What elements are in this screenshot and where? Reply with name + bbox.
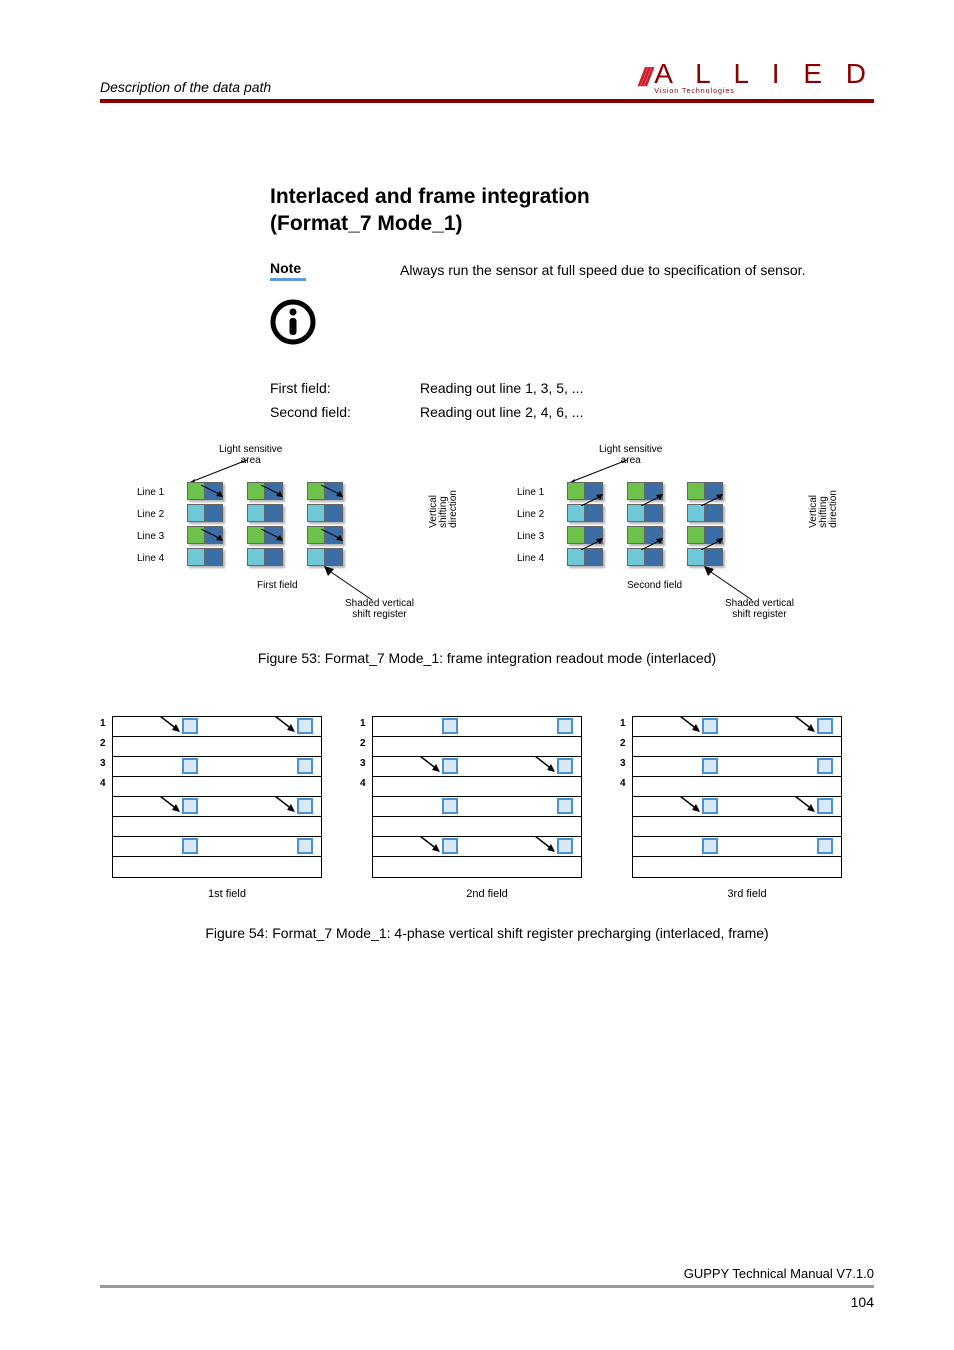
row-num-1: 1 xyxy=(360,718,366,729)
line-3-label: Line 3 xyxy=(517,526,544,548)
note-underline xyxy=(270,278,306,281)
fig54-field-2: 1 2 3 4 2nd field xyxy=(372,716,602,900)
header-rule xyxy=(100,99,874,103)
row-num-3: 3 xyxy=(620,758,626,769)
logo-main: A L L I E D xyxy=(654,60,874,88)
line-2-label: Line 2 xyxy=(517,504,544,526)
note-label: Note xyxy=(270,260,400,276)
row-num-4: 4 xyxy=(360,778,366,789)
logo: /// A L L I E D Vision Technologies xyxy=(639,60,874,95)
figure-53-caption: Figure 53: Format_7 Mode_1: frame integr… xyxy=(100,650,874,666)
second-field-value: Reading out line 2, 4, 6, ... xyxy=(420,404,583,420)
fig54-field-3: 1 2 3 4 3rd field xyxy=(632,716,862,900)
line-2-label: Line 2 xyxy=(137,504,164,526)
row-num-3: 3 xyxy=(360,758,366,769)
row-num-3: 3 xyxy=(100,758,106,769)
note-block: Note Always run the sensor at full speed… xyxy=(270,260,874,350)
lsa-pointer-icon xyxy=(187,458,267,482)
vsd-label-2: Verticalshiftingdirection xyxy=(809,490,839,528)
logo-slash-icon: /// xyxy=(639,62,649,93)
page-header: Description of the data path /// A L L I… xyxy=(100,60,874,95)
arrow-icon xyxy=(795,796,819,816)
footer-rule xyxy=(100,1285,874,1288)
line-labels: Line 1 Line 2 Line 3 Line 4 xyxy=(137,482,164,570)
header-title: Description of the data path xyxy=(100,79,271,95)
row-num-1: 1 xyxy=(620,718,626,729)
arrow-icon xyxy=(420,836,444,856)
section-title: Interlaced and frame integration (Format… xyxy=(270,183,874,238)
row-num-2: 2 xyxy=(100,738,106,749)
footer-page: 104 xyxy=(100,1294,874,1310)
line-4-label: Line 4 xyxy=(517,548,544,570)
arrow-icon xyxy=(535,756,559,776)
arrow-icon xyxy=(680,796,704,816)
row-num-1: 1 xyxy=(100,718,106,729)
row-num-2: 2 xyxy=(360,738,366,749)
lsa-pointer-icon xyxy=(567,458,647,482)
arrow-icon xyxy=(275,796,299,816)
note-text: Always run the sensor at full speed due … xyxy=(400,260,874,350)
arrow-icon xyxy=(275,716,299,736)
figure-54: 1 2 3 4 1st field 1 2 3 4 xyxy=(100,716,874,900)
svr-pointer-icon xyxy=(322,566,382,602)
line-3-label: Line 3 xyxy=(137,526,164,548)
svr-label-2: Shaded verticalshift register xyxy=(725,598,794,620)
first-field-label: First field: xyxy=(270,380,420,396)
section-title-line1: Interlaced and frame integration xyxy=(270,185,590,208)
arrow-icon xyxy=(160,716,184,736)
arrow-icon xyxy=(160,796,184,816)
row-num-4: 4 xyxy=(100,778,106,789)
fig54-label-2: 2nd field xyxy=(372,888,602,900)
info-icon xyxy=(270,299,316,345)
line-1-label: Line 1 xyxy=(137,482,164,504)
section-title-line2: (Format_7 Mode_1) xyxy=(270,212,463,235)
svr-pointer-icon xyxy=(702,566,762,602)
svr-label: Shaded verticalshift register xyxy=(345,598,414,620)
footer-text: GUPPY Technical Manual V7.1.0 xyxy=(100,1266,874,1281)
line-4-label: Line 4 xyxy=(137,548,164,570)
pixel-grid-2 xyxy=(567,480,747,568)
arrow-icon xyxy=(535,836,559,856)
first-field-caption: First field xyxy=(257,580,298,591)
figure-54-caption: Figure 54: Format_7 Mode_1: 4-phase vert… xyxy=(100,925,874,941)
first-field-value: Reading out line 1, 3, 5, ... xyxy=(420,380,583,396)
row-num-4: 4 xyxy=(620,778,626,789)
field-table: First field: Reading out line 1, 3, 5, .… xyxy=(270,380,874,420)
line-labels-2: Line 1 Line 2 Line 3 Line 4 xyxy=(517,482,544,570)
second-field-label: Second field: xyxy=(270,404,420,420)
page-footer: GUPPY Technical Manual V7.1.0 104 xyxy=(100,1266,874,1310)
pixel-grid xyxy=(187,480,367,568)
line-1-label: Line 1 xyxy=(517,482,544,504)
arrow-icon xyxy=(420,756,444,776)
arrow-icon xyxy=(795,716,819,736)
logo-sub: Vision Technologies xyxy=(654,88,874,95)
vsd-label: Verticalshiftingdirection xyxy=(429,490,459,528)
fig54-label-1: 1st field xyxy=(112,888,342,900)
second-field-caption: Second field xyxy=(627,580,682,591)
fig54-field-1: 1 2 3 4 1st field xyxy=(112,716,342,900)
fig54-label-3: 3rd field xyxy=(632,888,862,900)
arrow-icon xyxy=(680,716,704,736)
row-num-2: 2 xyxy=(620,738,626,749)
